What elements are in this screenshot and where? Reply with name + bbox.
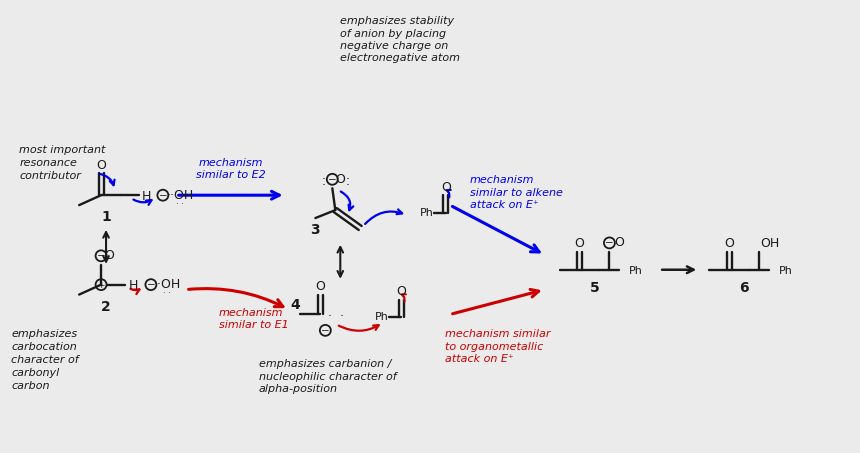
Text: O: O (104, 249, 114, 262)
Text: 4: 4 (291, 298, 300, 312)
Text: H: H (128, 279, 138, 292)
Text: ·: · (345, 173, 349, 186)
Text: Ph: Ph (420, 208, 434, 218)
Text: 6: 6 (740, 280, 749, 294)
Text: mechanism
similar to E1: mechanism similar to E1 (218, 308, 288, 330)
Text: −: − (321, 326, 329, 336)
Text: ··OH: ··OH (153, 278, 181, 291)
Text: OH: OH (760, 237, 779, 251)
Text: mechanism
similar to alkene
attack on E⁺: mechanism similar to alkene attack on E⁺ (470, 175, 562, 210)
Text: −: − (328, 175, 337, 185)
Text: most important
resonance
contributor: most important resonance contributor (19, 145, 106, 181)
Text: Ph: Ph (779, 266, 793, 276)
Text: 5: 5 (590, 280, 599, 294)
Text: ··OH: ··OH (166, 189, 194, 202)
Text: O: O (396, 285, 406, 298)
Text: ·: · (345, 179, 349, 192)
Text: emphasizes
carbocation
character of
carbonyl
carbon: emphasizes carbocation character of carb… (11, 329, 79, 390)
Text: ·  ·: · · (329, 310, 344, 323)
Text: −: − (158, 191, 167, 201)
Text: mechanism similar
to organometallic
attack on E⁺: mechanism similar to organometallic atta… (445, 329, 550, 364)
Text: 2: 2 (101, 299, 111, 313)
Text: · ·: · · (176, 200, 184, 209)
Text: 3: 3 (310, 223, 320, 237)
Text: O: O (574, 237, 585, 251)
Text: ·: · (322, 179, 325, 192)
Text: O: O (441, 181, 451, 194)
Text: −: − (605, 238, 614, 248)
Text: +: + (97, 281, 105, 289)
Text: −: − (96, 251, 106, 261)
Text: Ph: Ph (630, 266, 643, 276)
Text: Ph: Ph (375, 313, 389, 323)
Text: ·: · (322, 173, 325, 186)
Text: O: O (614, 236, 624, 250)
Text: 1: 1 (101, 210, 111, 224)
Text: H: H (142, 190, 151, 202)
Text: O: O (724, 237, 734, 251)
Text: O: O (335, 173, 345, 186)
Text: −: − (146, 280, 156, 290)
Text: emphasizes carbanion /
nucleophilic character of
alpha-position: emphasizes carbanion / nucleophilic char… (259, 359, 396, 394)
Text: mechanism
similar to E2: mechanism similar to E2 (196, 158, 266, 180)
Text: emphasizes stability
of anion by placing
negative charge on
electronegative atom: emphasizes stability of anion by placing… (341, 16, 460, 63)
Text: · ·: · · (163, 289, 171, 298)
Text: O: O (96, 159, 106, 172)
Text: O: O (316, 280, 325, 293)
